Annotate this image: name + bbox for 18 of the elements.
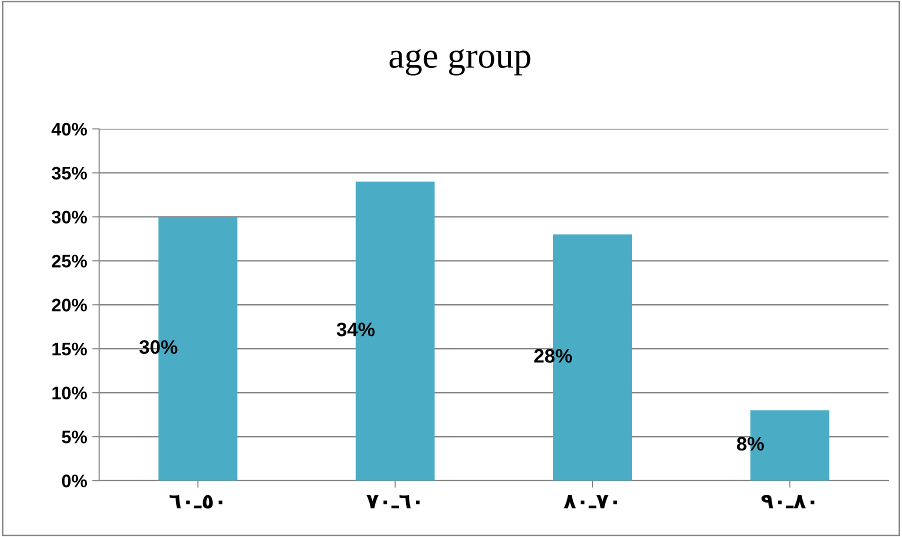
data-label: 8% <box>736 436 764 451</box>
y-tick-label: 30% <box>52 210 87 224</box>
x-tick-label: ٨٠ـ٧٠ <box>564 495 617 508</box>
y-tick-label: 0% <box>62 474 87 488</box>
y-tick-label: 15% <box>52 342 87 356</box>
y-tick-label: 25% <box>52 254 87 268</box>
x-tick-label: ٧٠ـ٦٠ <box>366 495 420 508</box>
y-tick-label: 40% <box>52 122 87 136</box>
data-label: 30% <box>139 340 178 354</box>
y-tick-label: 35% <box>52 166 87 180</box>
data-label: 28% <box>534 348 572 363</box>
data-label: 34% <box>336 322 375 336</box>
x-tick-label: ٦٠ـ٥٠ <box>170 494 222 508</box>
y-tick-label: 10% <box>52 386 87 400</box>
x-tick-label: ٩٠ـ٨٠ <box>761 494 814 508</box>
chart-title: age group <box>390 49 530 76</box>
y-tick-label: 20% <box>52 298 87 312</box>
y-tick-label: 5% <box>62 430 87 444</box>
